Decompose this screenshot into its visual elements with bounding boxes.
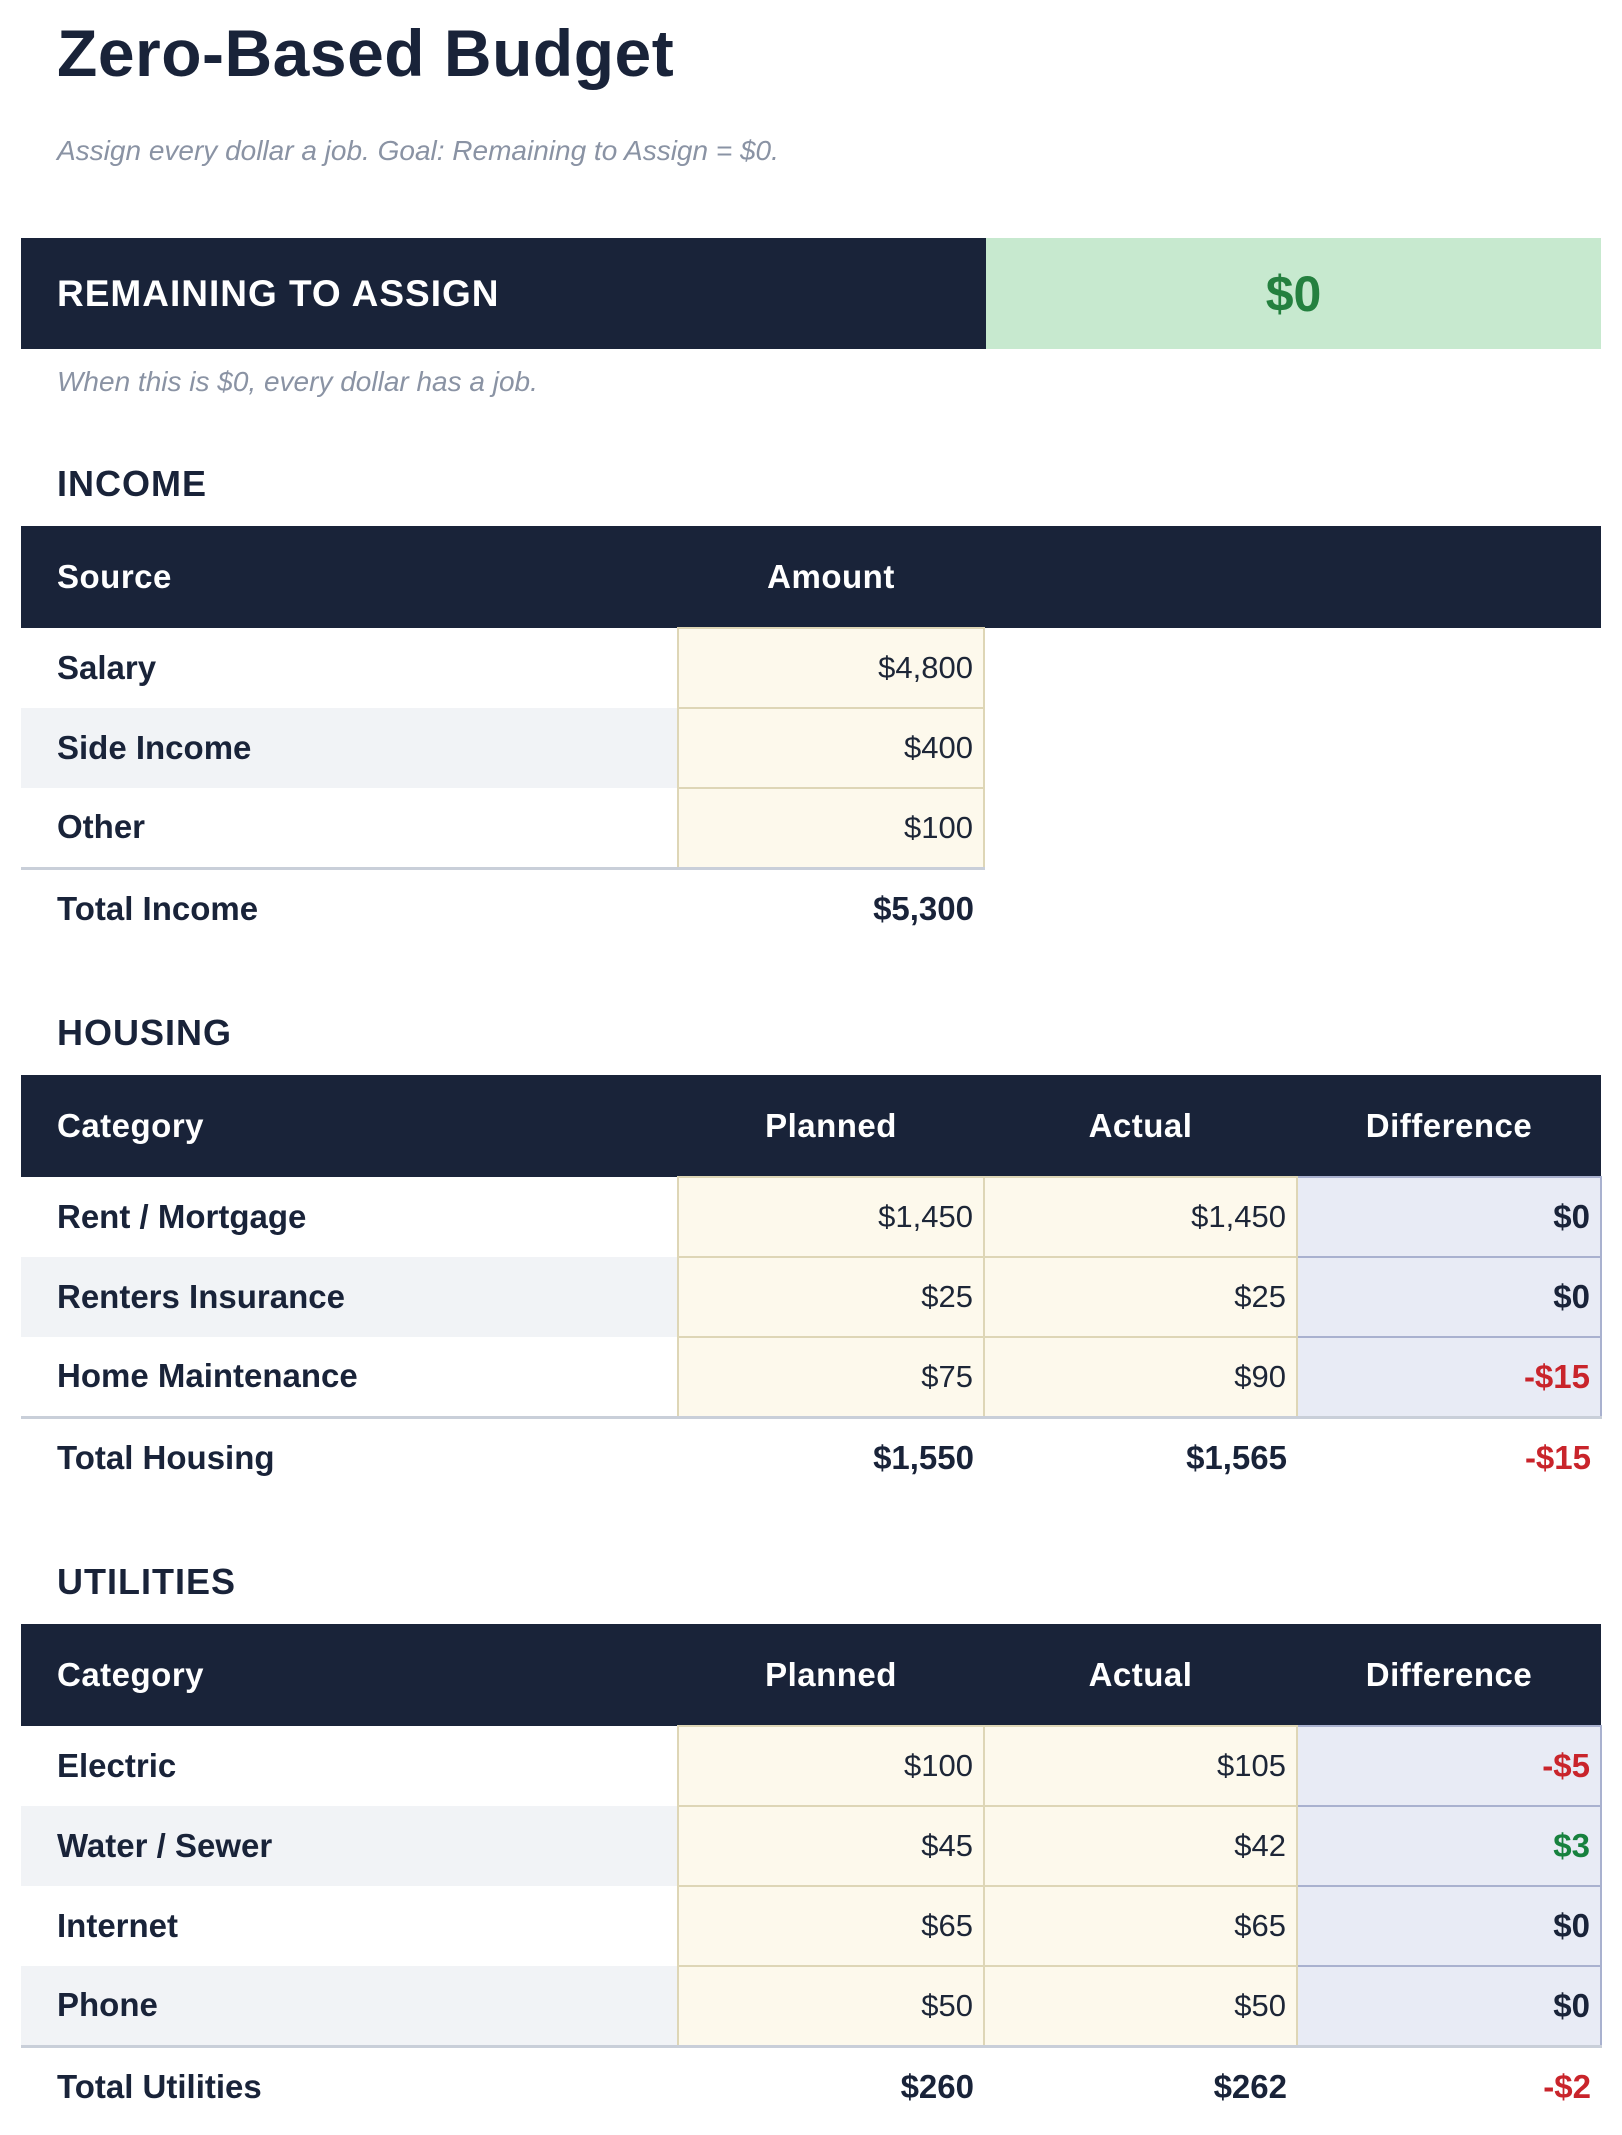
budget-sections: INCOME Source Amount Salary $4,800 Side Incom… xyxy=(21,463,1602,2127)
total-row: Total Utilities $260 $262 -$2 xyxy=(21,2044,1601,2127)
category-label: Home Maintenance xyxy=(21,1337,678,1418)
difference-cell: $0 xyxy=(1296,1176,1602,1259)
table-row: Rent / Mortgage $1,450 $1,450 $0 xyxy=(21,1176,1602,1259)
filler-cell xyxy=(984,868,1601,949)
category-label: Side Income xyxy=(21,708,678,789)
section-housing: HOUSING Category Planned Actual Difference Re… xyxy=(21,1012,1602,1498)
table-row: Water / Sewer $45 $42 $3 xyxy=(21,1805,1602,1888)
page-subtitle: Assign every dollar a job. Goal: Remaini… xyxy=(57,135,779,167)
column-header-difference: Difference xyxy=(1297,1075,1601,1178)
section-utilities: UTILITIES Category Planned Actual Difference… xyxy=(21,1561,1602,2127)
income-table: Source Amount Salary $4,800 Side Income $400 O… xyxy=(21,526,1601,949)
filler-cell xyxy=(984,628,1601,709)
actual-cell[interactable]: $1,450 xyxy=(983,1176,1298,1259)
table-row: Renters Insurance $25 $25 $0 xyxy=(21,1256,1602,1339)
column-header-category: Category xyxy=(21,1624,678,1727)
total-value: $1,550 xyxy=(678,1415,984,1498)
remaining-to-assign-value: $0 xyxy=(986,238,1601,350)
table-row: Phone $50 $50 $0 xyxy=(21,1965,1602,2048)
total-difference-value: -$2 xyxy=(1297,2044,1601,2127)
total-value: $1,565 xyxy=(984,1415,1297,1498)
table-row: Side Income $400 xyxy=(21,707,1601,790)
actual-cell[interactable]: $65 xyxy=(983,1885,1298,1968)
table-row: Electric $100 $105 -$5 xyxy=(21,1725,1602,1808)
category-label: Phone xyxy=(21,1966,678,2047)
category-label: Internet xyxy=(21,1886,678,1967)
column-header-actual: Actual xyxy=(984,1624,1297,1727)
difference-cell: -$5 xyxy=(1296,1725,1602,1808)
category-label: Electric xyxy=(21,1726,678,1807)
total-value: $260 xyxy=(678,2044,984,2127)
actual-cell[interactable]: $42 xyxy=(983,1805,1298,1888)
amount-cell[interactable]: $4,800 xyxy=(677,627,985,710)
planned-cell[interactable]: $65 xyxy=(677,1885,985,1968)
difference-cell: $0 xyxy=(1296,1885,1602,1968)
category-label: Renters Insurance xyxy=(21,1257,678,1338)
column-header-planned: Planned xyxy=(678,1624,984,1727)
section-income: INCOME Source Amount Salary $4,800 Side Incom… xyxy=(21,463,1601,949)
difference-cell: $0 xyxy=(1296,1256,1602,1339)
table-row: Internet $65 $65 $0 xyxy=(21,1885,1602,1968)
column-header-amount: Amount xyxy=(678,526,984,629)
total-row: Total Income $5,300 xyxy=(21,866,1601,949)
section-heading-housing: HOUSING xyxy=(57,1012,233,1054)
amount-cell[interactable]: $100 xyxy=(677,787,985,870)
difference-cell: $0 xyxy=(1296,1965,1602,2048)
planned-cell[interactable]: $1,450 xyxy=(677,1176,985,1259)
planned-cell[interactable]: $25 xyxy=(677,1256,985,1339)
actual-cell[interactable]: $25 xyxy=(983,1256,1298,1339)
planned-cell[interactable]: $75 xyxy=(677,1336,985,1419)
utilities-table: Category Planned Actual Difference Electric $… xyxy=(21,1624,1602,2127)
planned-cell[interactable]: $50 xyxy=(677,1965,985,2048)
actual-cell[interactable]: $105 xyxy=(983,1725,1298,1808)
section-heading-income: INCOME xyxy=(57,463,207,505)
table-row: Home Maintenance $75 $90 -$15 xyxy=(21,1336,1602,1419)
remaining-to-assign-label: REMAINING TO ASSIGN xyxy=(21,238,986,350)
total-label: Total Income xyxy=(21,866,678,949)
page-title: Zero-Based Budget xyxy=(57,16,675,90)
actual-cell[interactable]: $50 xyxy=(983,1965,1298,2048)
remaining-note: When this is $0, every dollar has a job. xyxy=(57,366,538,398)
actual-cell[interactable]: $90 xyxy=(983,1336,1298,1419)
total-label: Total Utilities xyxy=(21,2044,678,2127)
column-header-source: Source xyxy=(21,526,678,629)
column-header-planned: Planned xyxy=(678,1075,984,1178)
table-row: Salary $4,800 xyxy=(21,627,1601,710)
planned-cell[interactable]: $100 xyxy=(677,1725,985,1808)
column-header-category: Category xyxy=(21,1075,678,1178)
category-label: Rent / Mortgage xyxy=(21,1177,678,1258)
difference-cell: -$15 xyxy=(1296,1336,1602,1419)
table-row: Other $100 xyxy=(21,787,1601,870)
filler-cell xyxy=(984,708,1601,789)
column-header-filler xyxy=(984,526,1601,629)
column-header-actual: Actual xyxy=(984,1075,1297,1178)
housing-table: Category Planned Actual Difference Rent / Mo… xyxy=(21,1075,1602,1498)
category-label: Salary xyxy=(21,628,678,709)
category-label: Water / Sewer xyxy=(21,1806,678,1887)
total-value: $5,300 xyxy=(678,866,984,949)
remaining-to-assign-bar: REMAINING TO ASSIGN $0 xyxy=(21,238,1601,350)
total-difference-value: -$15 xyxy=(1297,1415,1601,1498)
planned-cell[interactable]: $45 xyxy=(677,1805,985,1888)
amount-cell[interactable]: $400 xyxy=(677,707,985,790)
total-value: $262 xyxy=(984,2044,1297,2127)
total-label: Total Housing xyxy=(21,1415,678,1498)
filler-cell xyxy=(984,788,1601,869)
total-row: Total Housing $1,550 $1,565 -$15 xyxy=(21,1415,1601,1498)
column-header-difference: Difference xyxy=(1297,1624,1601,1727)
difference-cell: $3 xyxy=(1296,1805,1602,1888)
category-label: Other xyxy=(21,788,678,869)
section-heading-utilities: UTILITIES xyxy=(57,1561,236,1603)
